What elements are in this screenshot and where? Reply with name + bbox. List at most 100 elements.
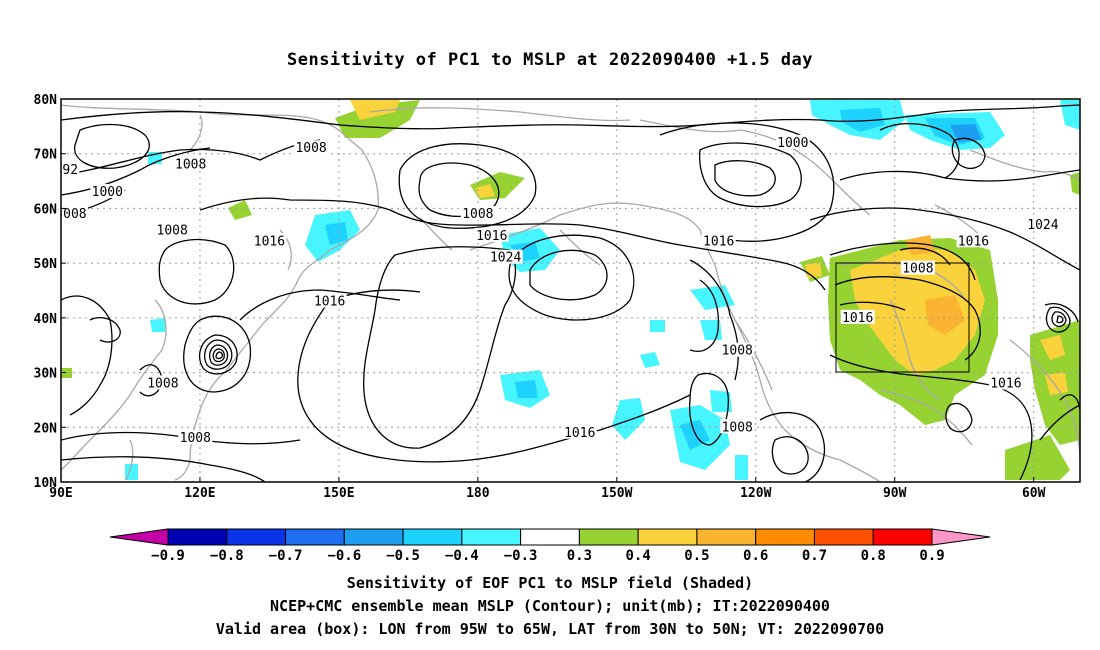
- contour-label-bg: [720, 342, 755, 357]
- colorbar-label: 0.8: [861, 548, 886, 564]
- graticule: [61, 99, 1080, 482]
- colorbar-bin: [637, 528, 698, 546]
- colorbar-label: −0.3: [504, 548, 538, 564]
- contour-label: 1016: [842, 311, 873, 326]
- colorbar-bin: [578, 528, 639, 546]
- lon-tick-label: 150W: [601, 486, 632, 501]
- contour-label-bg: [460, 205, 495, 220]
- contour-label-bg: [145, 375, 180, 390]
- contour-label: 1016: [476, 229, 507, 244]
- colorbar-label: 0.4: [626, 548, 651, 564]
- contour-label-bg: [173, 156, 208, 171]
- caption-valid-area: Valid area (box): LON from 95W to 65W, L…: [215, 620, 885, 638]
- colorbar-label: −0.4: [445, 548, 479, 564]
- colorbar-labels: −0.9 −0.8 −0.7 −0.6 −0.5 −0.4 −0.3 0.3 0.4 0.5 0.6…: [151, 548, 945, 564]
- lon-tick-label: 90E: [49, 486, 72, 501]
- contour-label: 008: [63, 207, 86, 222]
- contour-labels: 1008 1008 1000 92 1000 008 1008 1008 1016 1016 102…: [61, 134, 1060, 446]
- contour-label-bg: [701, 233, 736, 248]
- contour-label-bg: [312, 293, 347, 308]
- contour-label-bg: [474, 227, 509, 242]
- contour-label-bg: [488, 249, 523, 264]
- colorbar-bin: [755, 528, 815, 546]
- colorbar-label: 0.9: [919, 548, 944, 564]
- contour-label: 1008: [295, 141, 326, 156]
- colorbar-min-triangle: [109, 528, 169, 546]
- lon-tick-label: 60W: [1022, 486, 1046, 501]
- lon-tick-label: 120E: [184, 486, 215, 501]
- lat-tick-label: 50N: [34, 257, 58, 272]
- colorbar-bin: [461, 528, 522, 546]
- contour-label: 1016: [564, 426, 595, 441]
- contour-label-bg: [900, 260, 935, 275]
- positive-shading-core: [905, 235, 965, 335]
- caption-contour: NCEP+CMC ensemble mean MSLP (Contour); u…: [270, 597, 830, 615]
- lon-tick-label: 120W: [740, 486, 771, 501]
- lat-tick-label: 60N: [34, 202, 58, 217]
- colorbar-label: 0.7: [802, 548, 827, 564]
- colorbar-bin: [402, 528, 463, 546]
- colorbar-label: −0.6: [327, 548, 361, 564]
- contour-label: 1008: [175, 158, 206, 173]
- contour-label: 1000: [777, 136, 808, 151]
- contour-label-bg: [840, 309, 875, 324]
- colorbar-bin: [167, 528, 228, 546]
- contour-label: 1024: [1027, 218, 1058, 233]
- contour-label-bg: [956, 233, 991, 248]
- caption-shading: Sensitivity of EOF PC1 to MSLP field (Sh…: [346, 574, 754, 592]
- lat-tick-label: 70N: [34, 148, 58, 163]
- contour-label-bg: [562, 424, 597, 439]
- coastlines: [61, 104, 1080, 482]
- lat-tick-label: 40N: [34, 312, 58, 327]
- lat-tick-label: 20N: [34, 421, 58, 436]
- contour-label-bg: [720, 419, 755, 434]
- lon-tick-label: 180: [466, 486, 490, 501]
- contour-label: 1008: [157, 223, 188, 238]
- contour-label-bg: [178, 430, 213, 445]
- chart-title: Sensitivity of PC1 to MSLP at 2022090400…: [286, 50, 813, 70]
- colorbar-bin: [285, 528, 345, 546]
- mslp-contours: [61, 104, 1080, 482]
- contour-label-bg: [61, 162, 80, 177]
- contour-label: 1016: [703, 234, 734, 249]
- colorbar-bin: [696, 528, 757, 546]
- map-frame: [60, 98, 1081, 483]
- contour-label-bg: [988, 375, 1023, 390]
- contour-label: 1000: [92, 185, 123, 200]
- contour-label-bg: [252, 233, 287, 248]
- contour-label: 1008: [147, 377, 178, 392]
- contour-label: 1016: [958, 234, 989, 249]
- positive-shading-strong: [350, 100, 1068, 395]
- colorbar-bin: [520, 528, 580, 546]
- lat-tick-label: 10N: [34, 476, 58, 491]
- contour-label-bg: [775, 134, 810, 149]
- sensitivity-shading: [61, 100, 1080, 480]
- lon-axis: 90E 120E 150E 180 150W 120W 90W 60W: [49, 477, 1046, 501]
- contour-label: 92: [62, 163, 78, 178]
- contour-label: 1016: [314, 294, 345, 309]
- colorbar-label: 0.6: [743, 548, 768, 564]
- contour-label: 1008: [902, 262, 933, 277]
- lat-axis: 80N 70N 60N 50N 40N 30N 20N 10N: [34, 93, 66, 491]
- colorbar-bin: [226, 528, 287, 546]
- colorbar: [109, 528, 991, 546]
- contour-label: 1008: [462, 207, 493, 222]
- negative-shading-core: [950, 124, 982, 142]
- colorbar-label: −0.9: [151, 548, 185, 564]
- lon-tick-label: 150E: [323, 486, 354, 501]
- contour-label-bg: [61, 205, 88, 220]
- colorbar-bin: [813, 528, 874, 546]
- colorbar-label: −0.7: [269, 548, 303, 564]
- colorbar-bin: [343, 528, 404, 546]
- contour-label-bg: [1025, 216, 1060, 231]
- colorbar-label: −0.8: [210, 548, 244, 564]
- colorbar-label: −0.5: [386, 548, 420, 564]
- lon-tick-label: 90W: [883, 486, 907, 501]
- colorbar-label: 0.5: [684, 548, 709, 564]
- contour-label: 1008: [722, 344, 753, 359]
- contour-label-bg: [155, 222, 190, 237]
- contour-label-bg: [90, 184, 125, 199]
- lat-tick-label: 80N: [34, 93, 58, 108]
- contour-label: 1008: [180, 431, 211, 446]
